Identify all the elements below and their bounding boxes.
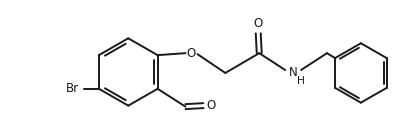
Text: O: O xyxy=(254,17,263,30)
Text: Br: Br xyxy=(66,82,79,95)
Text: O: O xyxy=(187,47,196,60)
Text: N: N xyxy=(289,67,298,79)
Text: H: H xyxy=(297,76,305,86)
Text: O: O xyxy=(207,99,216,112)
